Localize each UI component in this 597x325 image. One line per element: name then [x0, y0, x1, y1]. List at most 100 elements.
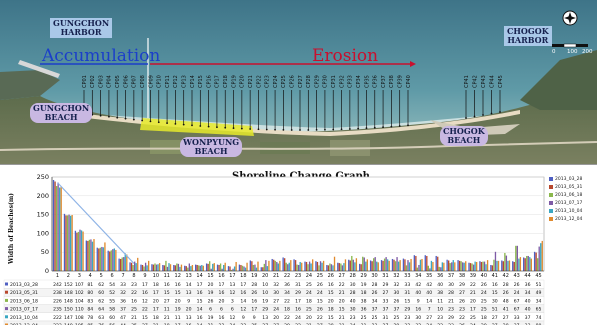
profile-label: CP30 [323, 75, 329, 88]
bar [261, 267, 262, 271]
bar [170, 264, 171, 271]
bar [104, 242, 105, 271]
bar [446, 260, 447, 271]
table-cell: 16 [164, 282, 170, 288]
bar [298, 265, 299, 271]
bar [184, 266, 185, 271]
x-tick-label: 38 [459, 273, 465, 279]
bar [125, 253, 126, 271]
bar [167, 267, 168, 271]
profile-marker [166, 122, 168, 124]
table-cell: 9 [417, 298, 420, 304]
table-cell: 34 [284, 290, 290, 296]
table-cell: 18 [153, 315, 159, 321]
table-cell: 22 [317, 315, 323, 321]
bar [453, 260, 454, 271]
x-tick-label: 40 [481, 273, 487, 279]
table-cell: 36 [525, 282, 531, 288]
x-tick-label: 27 [339, 273, 345, 279]
table-cell: 30 [393, 290, 399, 296]
table-cell: 15 [328, 290, 334, 296]
bar [503, 261, 504, 271]
x-tick-label: 42 [503, 273, 509, 279]
x-tick-label: 29 [360, 273, 366, 279]
profile-marker [258, 128, 260, 130]
profile-marker [482, 114, 484, 116]
profile-label: CP14 [190, 75, 196, 88]
table-cell: 25 [306, 282, 312, 288]
bar [290, 260, 291, 271]
profile-label: CP28 [306, 75, 312, 88]
bar [93, 239, 94, 271]
bar [53, 180, 54, 271]
bar [457, 260, 458, 271]
chogok-beach-label: CHOGOK BEACH [440, 126, 488, 146]
x-tick-label: 43 [513, 273, 519, 279]
bar [200, 266, 201, 271]
table-cell: 21 [131, 315, 137, 321]
profile-marker [108, 116, 110, 118]
bar [76, 233, 77, 271]
table-cell: 26 [317, 282, 323, 288]
table-cell: 14 [240, 298, 246, 304]
bar [345, 259, 346, 271]
bar [57, 183, 58, 271]
bar [370, 260, 371, 271]
profile-marker [357, 128, 359, 130]
profile-label: CP38 [389, 75, 395, 88]
profile-marker [158, 121, 160, 123]
profile-label: CP04 [107, 75, 113, 88]
table-cell: 37 [393, 307, 399, 313]
bar [399, 260, 400, 271]
bar [440, 267, 441, 271]
bar [395, 261, 396, 271]
bar [284, 258, 285, 271]
bar [406, 265, 407, 271]
bar [504, 253, 505, 271]
bar [217, 265, 218, 271]
bar [492, 265, 493, 271]
legend-label: 2013_07_17 [555, 201, 582, 206]
table-row-swatch [5, 291, 8, 294]
bar [460, 261, 461, 271]
table-cell: 67 [514, 307, 520, 313]
table-cell: 16 [492, 282, 498, 288]
bar [509, 260, 510, 271]
bar [448, 260, 449, 271]
table-cell: 152 [64, 282, 73, 288]
table-cell: 21 [448, 298, 454, 304]
bar [232, 269, 233, 271]
profile-marker [316, 129, 318, 131]
bar [450, 263, 451, 271]
compass-icon [563, 11, 577, 25]
bar [192, 265, 193, 271]
profile-marker [465, 117, 467, 119]
bar [520, 257, 521, 271]
table-cell: 25 [470, 315, 476, 321]
bar [479, 261, 480, 271]
bar [315, 261, 316, 271]
profile-marker [141, 120, 143, 122]
bar [225, 263, 226, 271]
bar [415, 256, 416, 271]
profile-label: CP01 [82, 75, 88, 88]
table-cell: 26 [459, 298, 465, 304]
profile-label: CP34 [356, 75, 362, 88]
accumulation-label: Accumulation [42, 47, 160, 65]
bar [287, 264, 288, 271]
profile-marker [282, 129, 284, 131]
bar [371, 261, 372, 271]
bar [186, 266, 187, 271]
table-cell: 36 [120, 298, 126, 304]
table-cell: 11 [437, 298, 443, 304]
table-cell: 9 [253, 315, 256, 321]
bar [350, 260, 351, 271]
table-cell: 29 [262, 307, 268, 313]
profile-marker [324, 129, 326, 131]
profile-marker [125, 118, 127, 120]
bar [410, 259, 411, 271]
table-cell: 150 [64, 307, 73, 313]
bar [64, 214, 65, 271]
table-cell: 15 [197, 298, 203, 304]
table-cell: 23 [350, 315, 356, 321]
